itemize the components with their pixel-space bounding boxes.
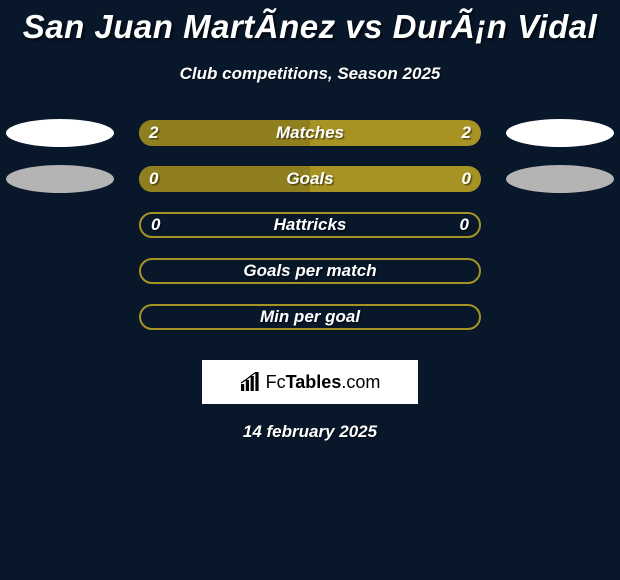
stat-value-left: 0 — [149, 169, 158, 189]
stat-label: Goals — [139, 169, 481, 189]
stat-value-right: 0 — [462, 169, 471, 189]
stat-label: Min per goal — [141, 307, 479, 327]
stat-row: Matches2 2 — [0, 116, 620, 162]
stat-value-right: 2 — [462, 123, 471, 143]
stat-value-left: 2 — [149, 123, 158, 143]
stat-value-left: 0 — [151, 215, 160, 235]
player-avatar-left — [6, 165, 114, 193]
stat-bar: Goals0 0 — [139, 166, 481, 192]
snapshot-date: 14 february 2025 — [0, 422, 620, 442]
stat-label: Hattricks — [141, 215, 479, 235]
stat-bar: Goals per match — [139, 258, 481, 284]
stat-row: Goals0 0 — [0, 162, 620, 208]
bar-chart-icon — [240, 372, 262, 392]
stat-label: Goals per match — [141, 261, 479, 281]
stat-value-right: 0 — [460, 215, 469, 235]
stat-bar: Matches2 2 — [139, 120, 481, 146]
comparison-subtitle: Club competitions, Season 2025 — [0, 64, 620, 84]
logo-box: FcTables.com — [202, 360, 418, 404]
logo-text: FcTables.com — [266, 372, 381, 393]
player-avatar-right — [506, 165, 614, 193]
stat-bar: Hattricks0 0 — [139, 212, 481, 238]
stat-row: Goals per match — [0, 254, 620, 300]
stat-row: Hattricks0 0 — [0, 208, 620, 254]
stat-rows: Matches22Goals00Hattricks00Goals per mat… — [0, 116, 620, 346]
stat-label: Matches — [139, 123, 481, 143]
stat-row: Min per goal — [0, 300, 620, 346]
player-avatar-left — [6, 119, 114, 147]
player-avatar-right — [506, 119, 614, 147]
comparison-title: San Juan MartÃ­nez vs DurÃ¡n Vidal — [0, 0, 620, 46]
stat-bar: Min per goal — [139, 304, 481, 330]
